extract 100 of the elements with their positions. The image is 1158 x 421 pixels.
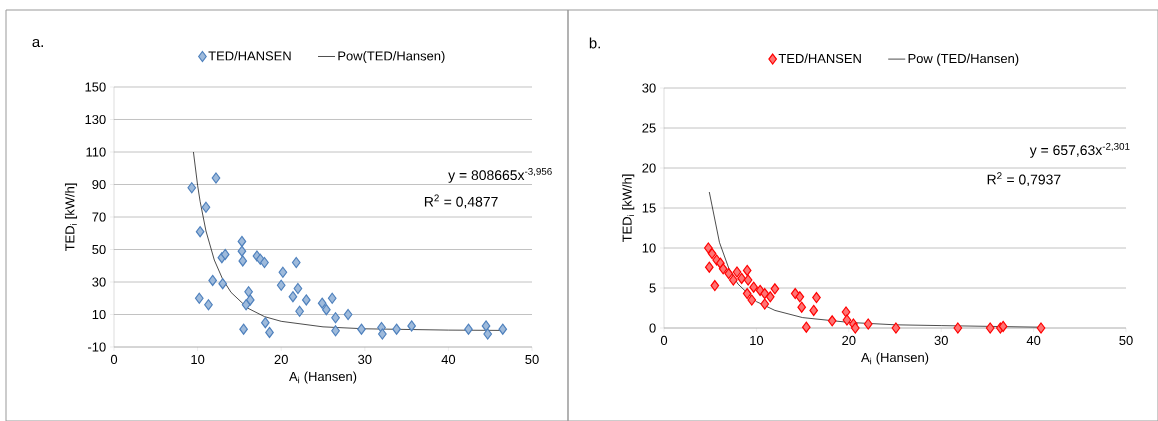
point: [737, 272, 746, 284]
point: [760, 298, 770, 310]
y-tick-label: 50: [92, 244, 106, 255]
point: [201, 201, 211, 213]
point: [378, 328, 387, 340]
point: [801, 321, 811, 333]
point: [238, 255, 248, 267]
point: [464, 323, 473, 335]
point: [407, 320, 416, 332]
point: [241, 299, 251, 311]
point: [276, 279, 286, 291]
point: [1036, 322, 1046, 334]
x-tick-label: 30: [934, 335, 948, 346]
point: [343, 308, 353, 321]
point: [218, 278, 228, 290]
point: [809, 304, 819, 316]
point: [827, 315, 837, 327]
point: [244, 286, 253, 298]
y-tick-label: 130: [85, 114, 106, 125]
x-axis-title: A$_{i}$ (Hansen): [861, 352, 929, 365]
point: [392, 323, 401, 335]
point: [728, 274, 738, 286]
x-tick-label: 50: [525, 354, 539, 365]
x-tick-label: 10: [191, 354, 205, 365]
x-tick-label: 40: [441, 354, 456, 365]
x-tick-label: 0: [110, 354, 118, 365]
x-axis-title: A$_{i}$ (Hansen): [289, 371, 357, 384]
y-tick-label: 90: [92, 179, 106, 190]
point: [710, 280, 720, 292]
point: [237, 235, 247, 247]
point: [260, 317, 270, 329]
point: [985, 322, 995, 334]
point: [732, 266, 742, 278]
point: [765, 291, 775, 303]
point: [795, 291, 805, 303]
legend-label: TED/HANSEN: [778, 53, 861, 64]
y-tick-label: 0: [649, 323, 656, 333]
annotation: R$^{2}$ = 0,4877: [424, 194, 498, 209]
point: [322, 304, 331, 316]
point: [327, 292, 337, 304]
point: [331, 325, 340, 337]
chart-title: a.: [32, 38, 43, 48]
x-tick-label: 50: [1119, 335, 1133, 346]
y-tick-label: 20: [642, 163, 656, 173]
y-tick-label: 5: [649, 283, 656, 293]
chart-title: b.: [589, 37, 600, 49]
point: [288, 291, 298, 303]
y-axis-title: TED$_{i}$ [kW/h]: [64, 183, 78, 252]
y-tick-label: 110: [86, 147, 106, 157]
y-tick-label: -10: [88, 342, 106, 352]
point: [863, 318, 873, 330]
point: [187, 182, 197, 194]
x-tick-label: 20: [842, 335, 856, 346]
x-tick-label: 20: [274, 354, 288, 365]
point: [742, 264, 752, 276]
x-tick-label: 40: [1026, 335, 1041, 346]
legend-label: TED/HANSEN: [208, 50, 291, 61]
point: [891, 322, 901, 334]
point: [208, 274, 217, 286]
point: [953, 322, 963, 334]
y-tick-label: 25: [642, 123, 656, 133]
point: [498, 323, 508, 335]
legend-label: Pow (TED/Hansen): [908, 53, 1019, 66]
point: [211, 172, 221, 184]
point: [841, 306, 851, 318]
annotation: y = 808665x$^{-3,956}$: [448, 167, 552, 183]
point: [797, 301, 807, 313]
y-tick-label: 30: [92, 277, 106, 287]
point: [850, 322, 860, 334]
point: [718, 263, 728, 275]
point: [724, 268, 734, 280]
point: [812, 292, 821, 304]
point: [239, 323, 248, 335]
point: [483, 328, 493, 340]
point: [291, 256, 301, 269]
point: [707, 248, 717, 260]
point: [295, 305, 304, 317]
y-tick-label: 150: [85, 82, 106, 92]
legend-label: Pow(TED/Hansen): [338, 50, 445, 64]
point: [237, 245, 247, 257]
point: [331, 312, 340, 324]
point: [704, 242, 713, 254]
point: [194, 292, 204, 304]
y-tick-label: 70: [92, 212, 106, 222]
point: [220, 248, 230, 260]
point: [204, 299, 213, 311]
x-tick-label: 30: [358, 354, 372, 365]
point: [293, 282, 303, 295]
point: [265, 326, 274, 338]
point: [357, 323, 366, 335]
point: [278, 266, 288, 278]
x-tick-label: 10: [750, 335, 764, 346]
annotation: y = 657,63x$^{-2,301}$: [1029, 142, 1130, 158]
y-tick-label: 15: [642, 203, 656, 213]
point: [317, 297, 327, 309]
x-tick-label: 0: [660, 335, 668, 346]
point: [481, 320, 491, 332]
y-tick-label: 10: [92, 309, 106, 320]
y-axis-title: TED$_{i}$ [kW/h]: [622, 174, 635, 243]
point: [842, 314, 852, 326]
